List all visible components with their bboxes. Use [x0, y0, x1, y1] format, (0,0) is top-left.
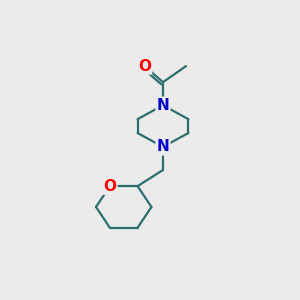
Text: N: N: [157, 140, 169, 154]
Text: O: O: [103, 178, 116, 194]
Text: N: N: [157, 98, 169, 113]
Text: O: O: [138, 58, 151, 74]
